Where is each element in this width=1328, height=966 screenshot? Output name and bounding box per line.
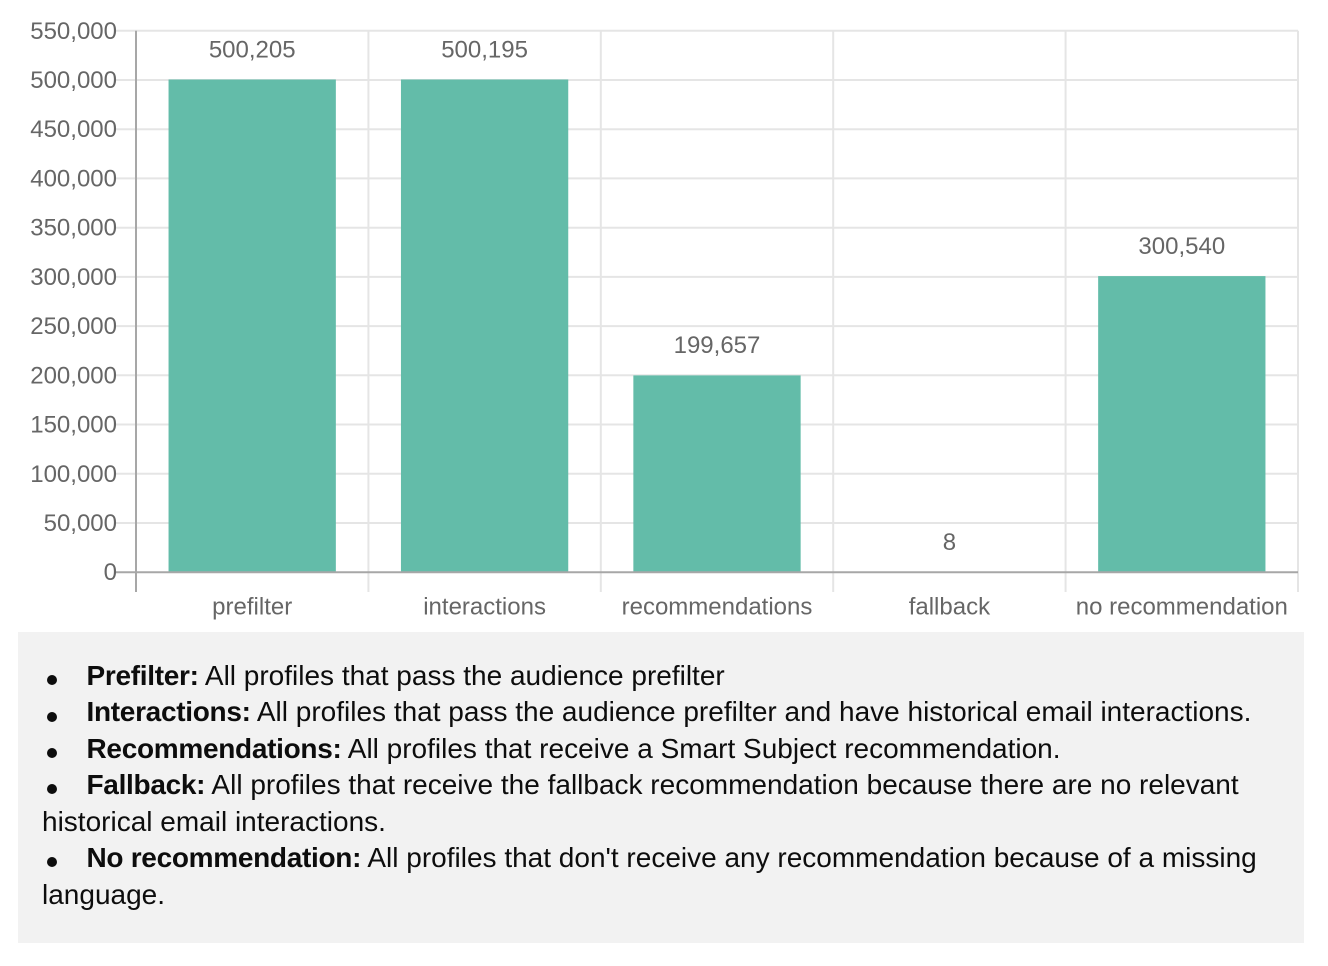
svg-text:recommendations: recommendations <box>622 594 813 621</box>
svg-text:8: 8 <box>943 529 956 556</box>
svg-text:500,205: 500,205 <box>209 36 296 63</box>
svg-text:500,000: 500,000 <box>30 67 117 94</box>
svg-text:200,000: 200,000 <box>30 362 117 389</box>
svg-text:0: 0 <box>104 559 117 586</box>
svg-text:400,000: 400,000 <box>30 165 117 192</box>
svg-text:250,000: 250,000 <box>30 313 117 340</box>
svg-text:interactions: interactions <box>423 594 546 621</box>
svg-text:300,000: 300,000 <box>30 264 117 291</box>
svg-text:350,000: 350,000 <box>30 215 117 242</box>
svg-text:150,000: 150,000 <box>30 412 117 439</box>
svg-text:prefilter: prefilter <box>212 594 292 621</box>
svg-text:100,000: 100,000 <box>30 461 117 488</box>
svg-text:fallback: fallback <box>909 594 991 621</box>
svg-text:50,000: 50,000 <box>44 510 117 537</box>
svg-text:300,540: 300,540 <box>1138 233 1225 260</box>
svg-text:550,000: 550,000 <box>30 18 117 45</box>
svg-text:no recommendation: no recommendation <box>1076 594 1288 621</box>
svg-text:450,000: 450,000 <box>30 116 117 143</box>
svg-text:199,657: 199,657 <box>674 332 761 359</box>
svg-text:500,195: 500,195 <box>441 36 528 63</box>
